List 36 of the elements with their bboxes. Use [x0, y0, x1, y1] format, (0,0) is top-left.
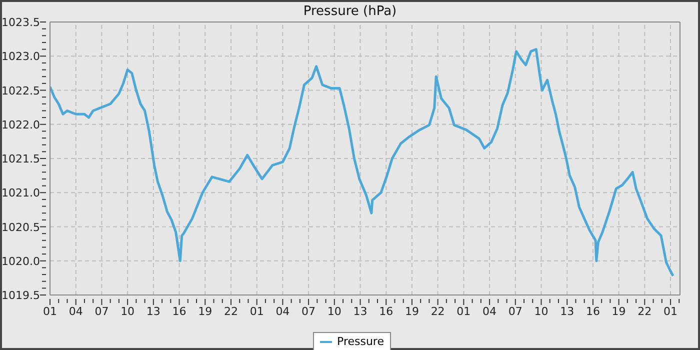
- y-tick-label: 1021.0: [2, 186, 40, 200]
- y-tick-label: 1019.5: [2, 289, 40, 302]
- x-tick-label: 10: [327, 305, 342, 318]
- x-tick-label: 01: [664, 305, 678, 318]
- y-tick-label: 1022.5: [2, 84, 40, 98]
- y-tick-label: 1023.0: [2, 50, 40, 64]
- x-tick-label: 04: [68, 305, 83, 318]
- legend-label: Pressure: [337, 335, 384, 348]
- x-tick-label: 13: [146, 305, 160, 318]
- x-tick-label: 22: [638, 305, 652, 318]
- x-tick-label: 04: [276, 305, 290, 318]
- x-tick-label: 19: [198, 305, 212, 318]
- chart-title: Pressure (hPa): [303, 4, 397, 19]
- x-tick-label: 01: [43, 305, 57, 318]
- y-tick-label: 1020.0: [2, 254, 40, 268]
- x-tick-label: 13: [560, 305, 574, 318]
- x-tick-label: 07: [94, 305, 109, 318]
- x-tick-label: 19: [612, 305, 626, 318]
- x-tick-label: 22: [224, 305, 238, 318]
- x-tick-label: 16: [586, 305, 600, 318]
- x-tick-label: 10: [534, 305, 548, 318]
- y-tick-label: 1021.5: [2, 152, 40, 166]
- x-tick-label: 10: [120, 305, 135, 318]
- x-tick-label: 16: [172, 305, 186, 318]
- y-tick-label: 1022.0: [2, 118, 40, 132]
- x-tick-label: 04: [482, 305, 497, 318]
- y-tick-label: 1023.5: [2, 16, 40, 29]
- x-tick-label: 07: [508, 305, 522, 318]
- x-tick-label: 13: [353, 305, 368, 318]
- x-tick-label: 07: [302, 305, 316, 318]
- x-tick-label: 01: [456, 305, 471, 318]
- y-tick-label: 1020.5: [2, 220, 40, 234]
- x-tick-label: 22: [430, 305, 445, 318]
- x-tick-label: 19: [404, 305, 419, 318]
- x-tick-label: 16: [379, 305, 394, 318]
- x-tick-label: 01: [250, 305, 264, 318]
